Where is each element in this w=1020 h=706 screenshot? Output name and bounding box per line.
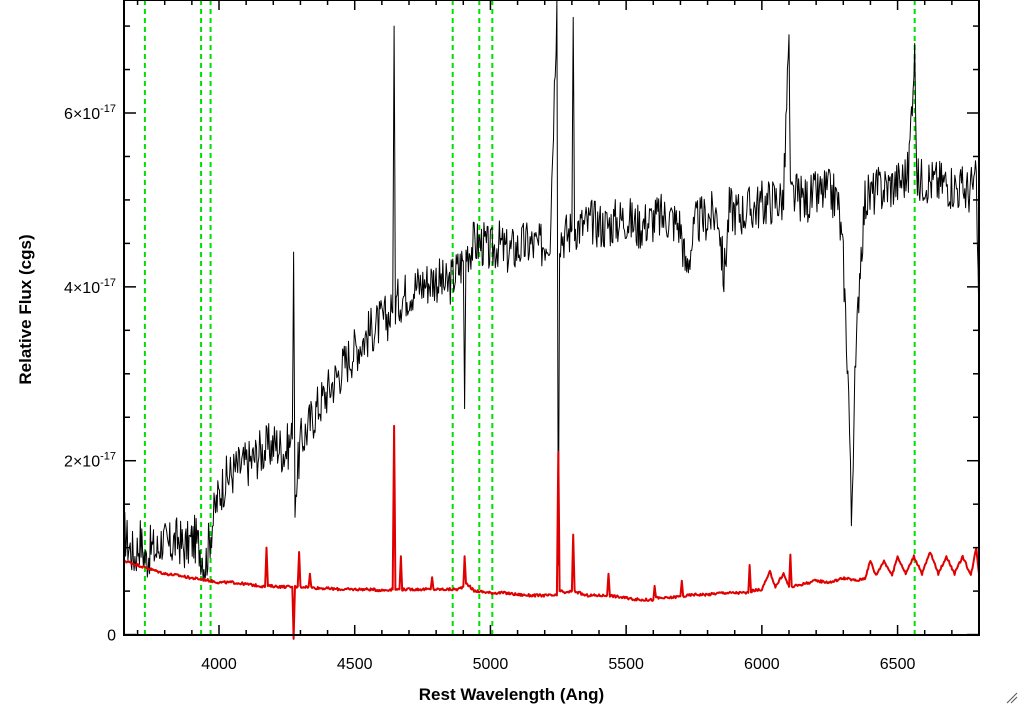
y-tick-mantissa: 0 — [107, 628, 116, 645]
x-tick-labels: 4000 4500 5000 5500 6000 6500 — [201, 656, 915, 673]
y-tick-mantissa: 2×10 — [64, 454, 100, 471]
y-tick-labels: 02×10-174×10-176×10-17 — [64, 103, 116, 645]
y-axis-label: Relative Flux (cgs) — [16, 234, 35, 384]
series-line-1 — [123, 424, 980, 640]
reference-lines — [143, 0, 916, 635]
series-layer — [123, 0, 980, 640]
y-tick-exponent: -17 — [100, 451, 116, 463]
x-tick-label: 4000 — [201, 656, 237, 673]
y-tick-label: 2×10-17 — [64, 451, 116, 471]
y-tick-exponent: -17 — [100, 103, 116, 115]
series-line-0 — [123, 0, 980, 582]
x-axis-label: Rest Wavelength (Ang) — [419, 685, 604, 704]
x-tick-label: 4500 — [337, 656, 373, 673]
x-tick-label: 6500 — [880, 656, 916, 673]
y-tick-label: 6×10-17 — [64, 103, 116, 123]
plot-frame — [123, 0, 980, 636]
x-tick-label: 6000 — [744, 656, 780, 673]
x-tick-label: 5500 — [608, 656, 644, 673]
resize-grip-icon[interactable] — [1006, 692, 1018, 704]
axis-ticks — [124, 0, 980, 636]
y-tick-mantissa: 6×10 — [64, 106, 100, 123]
y-tick-mantissa: 4×10 — [64, 280, 100, 297]
y-tick-label: 0 — [107, 628, 116, 645]
x-tick-label: 5000 — [473, 656, 509, 673]
y-tick-label: 4×10-17 — [64, 277, 116, 297]
y-tick-exponent: -17 — [100, 277, 116, 289]
